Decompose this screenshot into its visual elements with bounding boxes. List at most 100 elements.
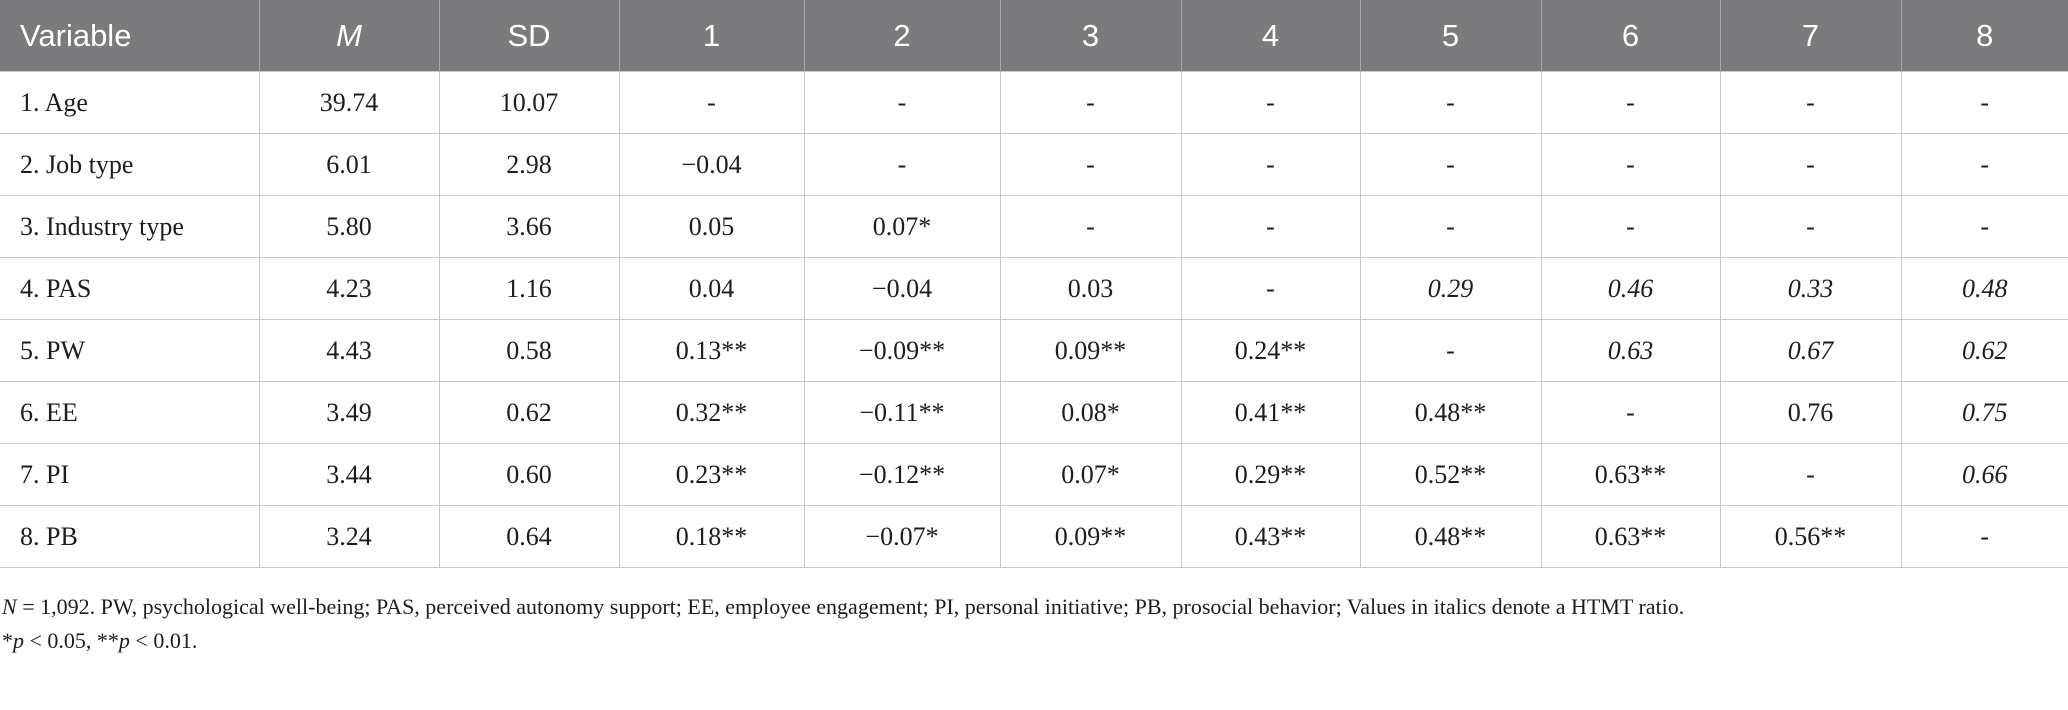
- table-cell: −0.04: [803, 257, 1001, 320]
- table-cell: 0.24**: [1180, 319, 1361, 382]
- variable-label-cell: 4. PAS: [0, 257, 260, 320]
- table-cell: -: [1359, 195, 1542, 258]
- table-row: 6. EE 3.49 0.62 0.32** −0.11** 0.08* 0.41** 0.4…: [0, 381, 2068, 444]
- table-cell: 0.32**: [618, 381, 805, 444]
- footnote-abbreviations: = 1,092. PW, psychological well-being; P…: [16, 594, 1685, 619]
- table-cell: 0.63**: [1540, 505, 1721, 568]
- table-cell: 0.56**: [1719, 505, 1902, 568]
- table-cell: 0.62: [438, 381, 620, 444]
- table-cell: −0.11**: [803, 381, 1001, 444]
- table-cell: 0.75: [1900, 381, 2068, 444]
- variable-label-cell: 1. Age: [0, 71, 260, 134]
- table-cell: 0.46: [1540, 257, 1721, 320]
- table-cell: 0.23**: [618, 443, 805, 506]
- table-cell: -: [618, 71, 805, 134]
- header-col-4: 2: [803, 0, 1001, 72]
- table-cell: -: [1359, 319, 1542, 382]
- variable-label-cell: 3. Industry type: [0, 195, 260, 258]
- table-cell: 0.13**: [618, 319, 805, 382]
- footnote-line-1: N = 1,092. PW, psychological well-being;…: [2, 590, 2062, 624]
- table-cell: -: [1180, 195, 1361, 258]
- table-cell: 0.43**: [1180, 505, 1361, 568]
- table-cell: 0.08*: [999, 381, 1182, 444]
- table-cell: -: [1540, 71, 1721, 134]
- table-cell: 0.09**: [999, 319, 1182, 382]
- footnote-p-threshold-1: < 0.05, **: [24, 628, 119, 653]
- table-row: 1. Age 39.74 10.07- - - - - - - -: [0, 71, 2068, 134]
- table-cell: -: [1359, 71, 1542, 134]
- table-cell: 0.05: [618, 195, 805, 258]
- header-col-8: 6: [1540, 0, 1721, 72]
- variable-label-cell: 7. PI: [0, 443, 260, 506]
- table-header-row: Variable M SD 1 2 3 4 5 6 7 8: [0, 0, 2068, 72]
- table-cell: -: [1359, 133, 1542, 196]
- table-cell: -: [1900, 505, 2068, 568]
- table-cell: 0.29**: [1180, 443, 1361, 506]
- table-cell: 4.43: [258, 319, 440, 382]
- table-cell: -: [803, 71, 1001, 134]
- table-cell: 3.44: [258, 443, 440, 506]
- table-cell: -: [1540, 195, 1721, 258]
- table-cell: −0.07*: [803, 505, 1001, 568]
- header-col-1: M: [258, 0, 440, 72]
- table-cell: 3.66: [438, 195, 620, 258]
- footnote-n-symbol: N: [2, 594, 17, 619]
- table-cell: −0.12**: [803, 443, 1001, 506]
- table-cell: -: [1180, 133, 1361, 196]
- footnote-p-symbol-1: p: [13, 628, 24, 653]
- table-cell: -: [999, 71, 1182, 134]
- table-cell: −0.04: [618, 133, 805, 196]
- table-cell: 0.33: [1719, 257, 1902, 320]
- table-row: 8. PB 3.24 0.64 0.18** −0.07* 0.09** 0.43** 0.4…: [0, 505, 2068, 568]
- table-cell: −0.09**: [803, 319, 1001, 382]
- table-cell: -: [1719, 443, 1902, 506]
- table-cell: -: [1540, 381, 1721, 444]
- table-cell: -: [999, 195, 1182, 258]
- table-cell: -: [1180, 257, 1361, 320]
- variable-label-cell: 2. Job type: [0, 133, 260, 196]
- header-col-10: 8: [1900, 0, 2068, 72]
- table-cell: 0.07*: [999, 443, 1182, 506]
- variable-label-cell: 5. PW: [0, 319, 260, 382]
- table-row: 3. Industry type 5.80 3.66 0.05 0.07* - - - - - -: [0, 195, 2068, 258]
- table-cell: 0.41**: [1180, 381, 1361, 444]
- table-row: 4. PAS 4.23 1.16 0.04 −0.04 0.03-0.29 0.46 0.33…: [0, 257, 2068, 320]
- table-cell: -: [1719, 133, 1902, 196]
- table-cell: 39.74: [258, 71, 440, 134]
- header-col-6: 4: [1180, 0, 1361, 72]
- table-cell: 0.66: [1900, 443, 2068, 506]
- table-cell: 0.52**: [1359, 443, 1542, 506]
- table-cell: -: [1719, 71, 1902, 134]
- header-col-5: 3: [999, 0, 1182, 72]
- table-cell: -: [1900, 133, 2068, 196]
- table-cell: 0.62: [1900, 319, 2068, 382]
- table-cell: 0.60: [438, 443, 620, 506]
- table-cell: 0.48**: [1359, 381, 1542, 444]
- table-cell: 3.49: [258, 381, 440, 444]
- table-cell: 0.18**: [618, 505, 805, 568]
- table-cell: 0.48**: [1359, 505, 1542, 568]
- table-footnote: N = 1,092. PW, psychological well-being;…: [2, 590, 2062, 658]
- table-cell: 4.23: [258, 257, 440, 320]
- header-col-3: 1: [618, 0, 805, 72]
- footnote-star: *: [2, 628, 13, 653]
- table-cell: -: [1719, 195, 1902, 258]
- header-col-2: SD: [438, 0, 620, 72]
- table-cell: -: [803, 133, 1001, 196]
- table-cell: 0.29: [1359, 257, 1542, 320]
- table-cell: 0.63: [1540, 319, 1721, 382]
- table-cell: 0.64: [438, 505, 620, 568]
- header-col-9: 7: [1719, 0, 1902, 72]
- variable-label-cell: 8. PB: [0, 505, 260, 568]
- table-cell: 0.58: [438, 319, 620, 382]
- footnote-p-symbol-2: p: [118, 628, 130, 653]
- table-cell: 0.67: [1719, 319, 1902, 382]
- table-cell: -: [1900, 195, 2068, 258]
- footnote-line-2: *p < 0.05, **p < 0.01.: [2, 624, 2062, 658]
- table-cell: -: [1540, 133, 1721, 196]
- header-col-7: 5: [1359, 0, 1542, 72]
- table-cell: 1.16: [438, 257, 620, 320]
- table-cell: 0.76: [1719, 381, 1902, 444]
- table-cell: 0.03: [999, 257, 1182, 320]
- table-cell: 5.80: [258, 195, 440, 258]
